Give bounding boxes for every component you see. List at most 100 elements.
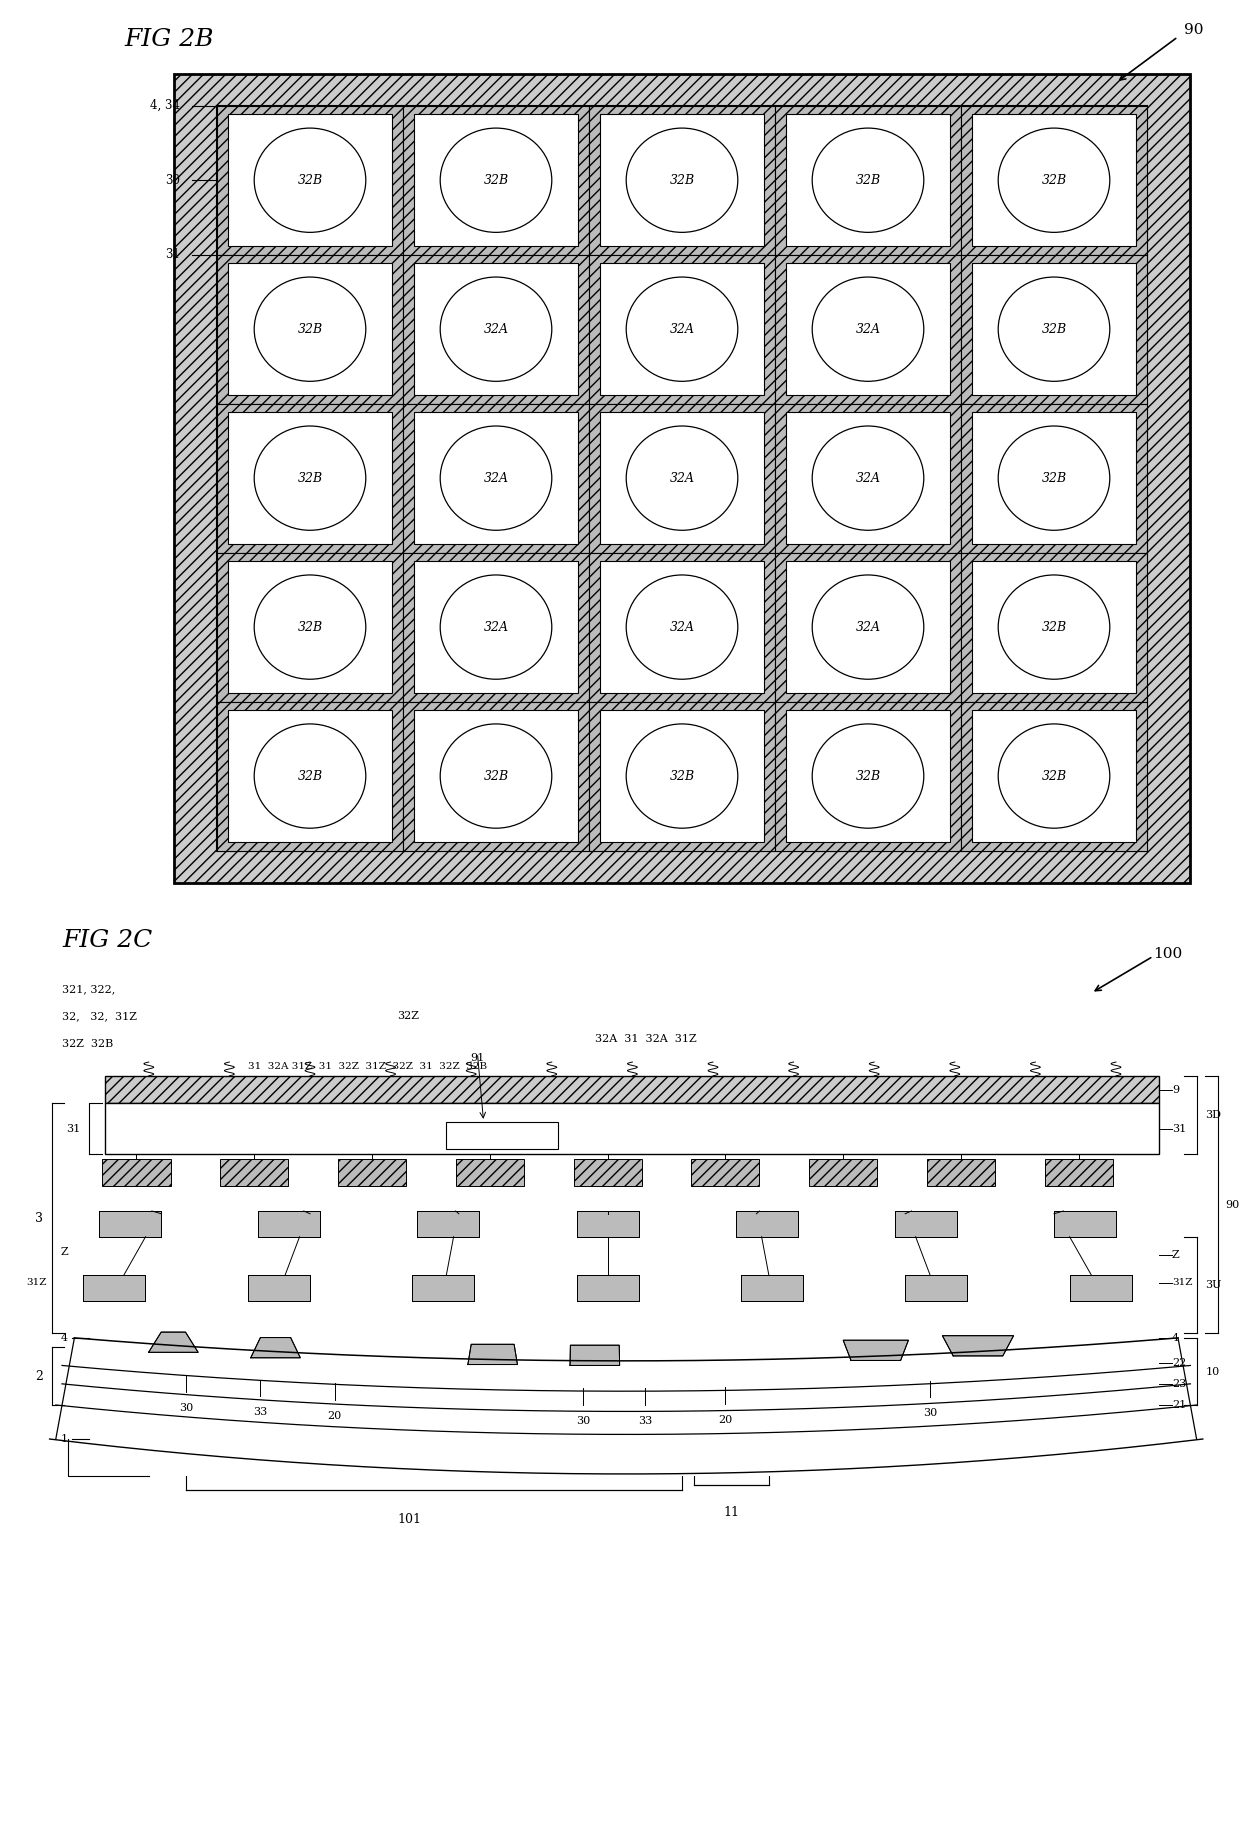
Polygon shape — [83, 1276, 145, 1302]
Bar — [926, 1159, 994, 1186]
Text: 101: 101 — [397, 1512, 422, 1526]
Text: 33: 33 — [637, 1416, 652, 1425]
Bar — [414, 710, 578, 842]
Bar — [414, 263, 578, 395]
Text: 32B: 32B — [856, 769, 880, 783]
Bar — [217, 554, 403, 702]
Bar — [228, 412, 392, 544]
Text: 10: 10 — [1205, 1366, 1219, 1377]
Ellipse shape — [626, 278, 738, 381]
Bar — [446, 1122, 558, 1149]
Text: 32A: 32A — [856, 620, 880, 634]
Text: 32A: 32A — [670, 620, 694, 634]
Bar — [403, 554, 589, 702]
Text: 32A: 32A — [484, 620, 508, 634]
Bar — [403, 702, 589, 850]
Bar — [414, 114, 578, 246]
Bar — [972, 412, 1136, 544]
Text: 32B: 32B — [298, 322, 322, 337]
Polygon shape — [942, 1335, 1013, 1355]
Text: 21: 21 — [1172, 1399, 1185, 1411]
Text: FIG 2C: FIG 2C — [62, 929, 153, 953]
Bar — [102, 1159, 171, 1186]
Text: 3U: 3U — [1205, 1280, 1221, 1291]
Ellipse shape — [812, 725, 924, 828]
Ellipse shape — [812, 278, 924, 381]
Ellipse shape — [440, 576, 552, 679]
Bar — [174, 74, 1190, 883]
Text: 32B: 32B — [670, 769, 694, 783]
Bar — [786, 561, 950, 693]
Text: 31: 31 — [1172, 1124, 1185, 1135]
Text: 11: 11 — [724, 1506, 739, 1519]
Polygon shape — [905, 1276, 967, 1302]
Text: 31: 31 — [67, 1124, 81, 1135]
Bar — [961, 405, 1147, 554]
Ellipse shape — [254, 725, 366, 828]
Bar — [600, 263, 764, 395]
Text: 32Z: 32Z — [397, 1011, 419, 1021]
Bar — [600, 561, 764, 693]
Bar — [692, 1159, 759, 1186]
Polygon shape — [99, 1212, 161, 1236]
Text: 23: 23 — [1172, 1379, 1185, 1388]
Ellipse shape — [998, 576, 1110, 679]
Ellipse shape — [998, 129, 1110, 232]
Text: 91: 91 — [470, 1052, 485, 1063]
Ellipse shape — [254, 576, 366, 679]
Text: 32A: 32A — [670, 471, 694, 485]
Polygon shape — [570, 1344, 620, 1365]
Bar — [972, 710, 1136, 842]
Bar — [961, 702, 1147, 850]
Text: 30: 30 — [165, 173, 180, 188]
Text: 32B: 32B — [1042, 173, 1066, 188]
Bar — [456, 1159, 523, 1186]
Ellipse shape — [626, 576, 738, 679]
Bar — [105, 1076, 1159, 1103]
Text: 32B: 32B — [484, 769, 508, 783]
Polygon shape — [577, 1212, 639, 1236]
Bar — [775, 256, 961, 405]
Text: 1: 1 — [61, 1434, 68, 1444]
Bar — [775, 554, 961, 702]
Text: Z: Z — [61, 1247, 68, 1258]
Ellipse shape — [440, 427, 552, 530]
Bar — [775, 405, 961, 554]
Text: 4: 4 — [61, 1333, 68, 1342]
Text: 32B: 32B — [1042, 471, 1066, 485]
Bar — [589, 256, 775, 405]
Text: 32Z  32B: 32Z 32B — [62, 1039, 113, 1048]
Text: 32B: 32B — [298, 620, 322, 634]
Bar — [228, 710, 392, 842]
Text: 33: 33 — [253, 1407, 268, 1418]
Bar — [228, 263, 392, 395]
Bar — [961, 554, 1147, 702]
Polygon shape — [577, 1276, 639, 1302]
Text: 32B: 32B — [1042, 769, 1066, 783]
Bar — [600, 710, 764, 842]
Bar — [589, 702, 775, 850]
Text: 32A: 32A — [670, 322, 694, 337]
Bar — [961, 107, 1147, 256]
Bar — [972, 114, 1136, 246]
Bar — [228, 561, 392, 693]
Bar — [589, 107, 775, 256]
Text: 3D: 3D — [1205, 1111, 1221, 1120]
Text: 32A: 32A — [484, 471, 508, 485]
Text: 32B: 32B — [484, 173, 508, 188]
Bar — [786, 412, 950, 544]
Text: 31: 31 — [165, 248, 180, 261]
Polygon shape — [742, 1276, 804, 1302]
Bar — [589, 405, 775, 554]
Bar — [972, 263, 1136, 395]
Ellipse shape — [812, 129, 924, 232]
Polygon shape — [843, 1341, 909, 1361]
Text: 32B: 32B — [298, 173, 322, 188]
Bar — [414, 561, 578, 693]
Text: 2: 2 — [36, 1370, 43, 1383]
Text: 30: 30 — [179, 1403, 193, 1412]
Polygon shape — [248, 1276, 310, 1302]
Text: 32A: 32A — [856, 471, 880, 485]
Bar — [786, 710, 950, 842]
Bar — [221, 1159, 288, 1186]
